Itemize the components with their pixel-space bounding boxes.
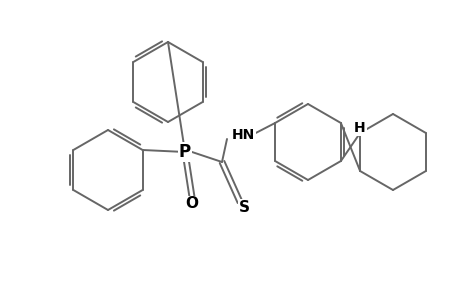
Text: P: P [179,143,190,161]
Text: H: H [353,121,365,135]
Text: O: O [185,196,198,211]
Text: HN: HN [231,128,255,142]
Text: S: S [238,200,249,214]
